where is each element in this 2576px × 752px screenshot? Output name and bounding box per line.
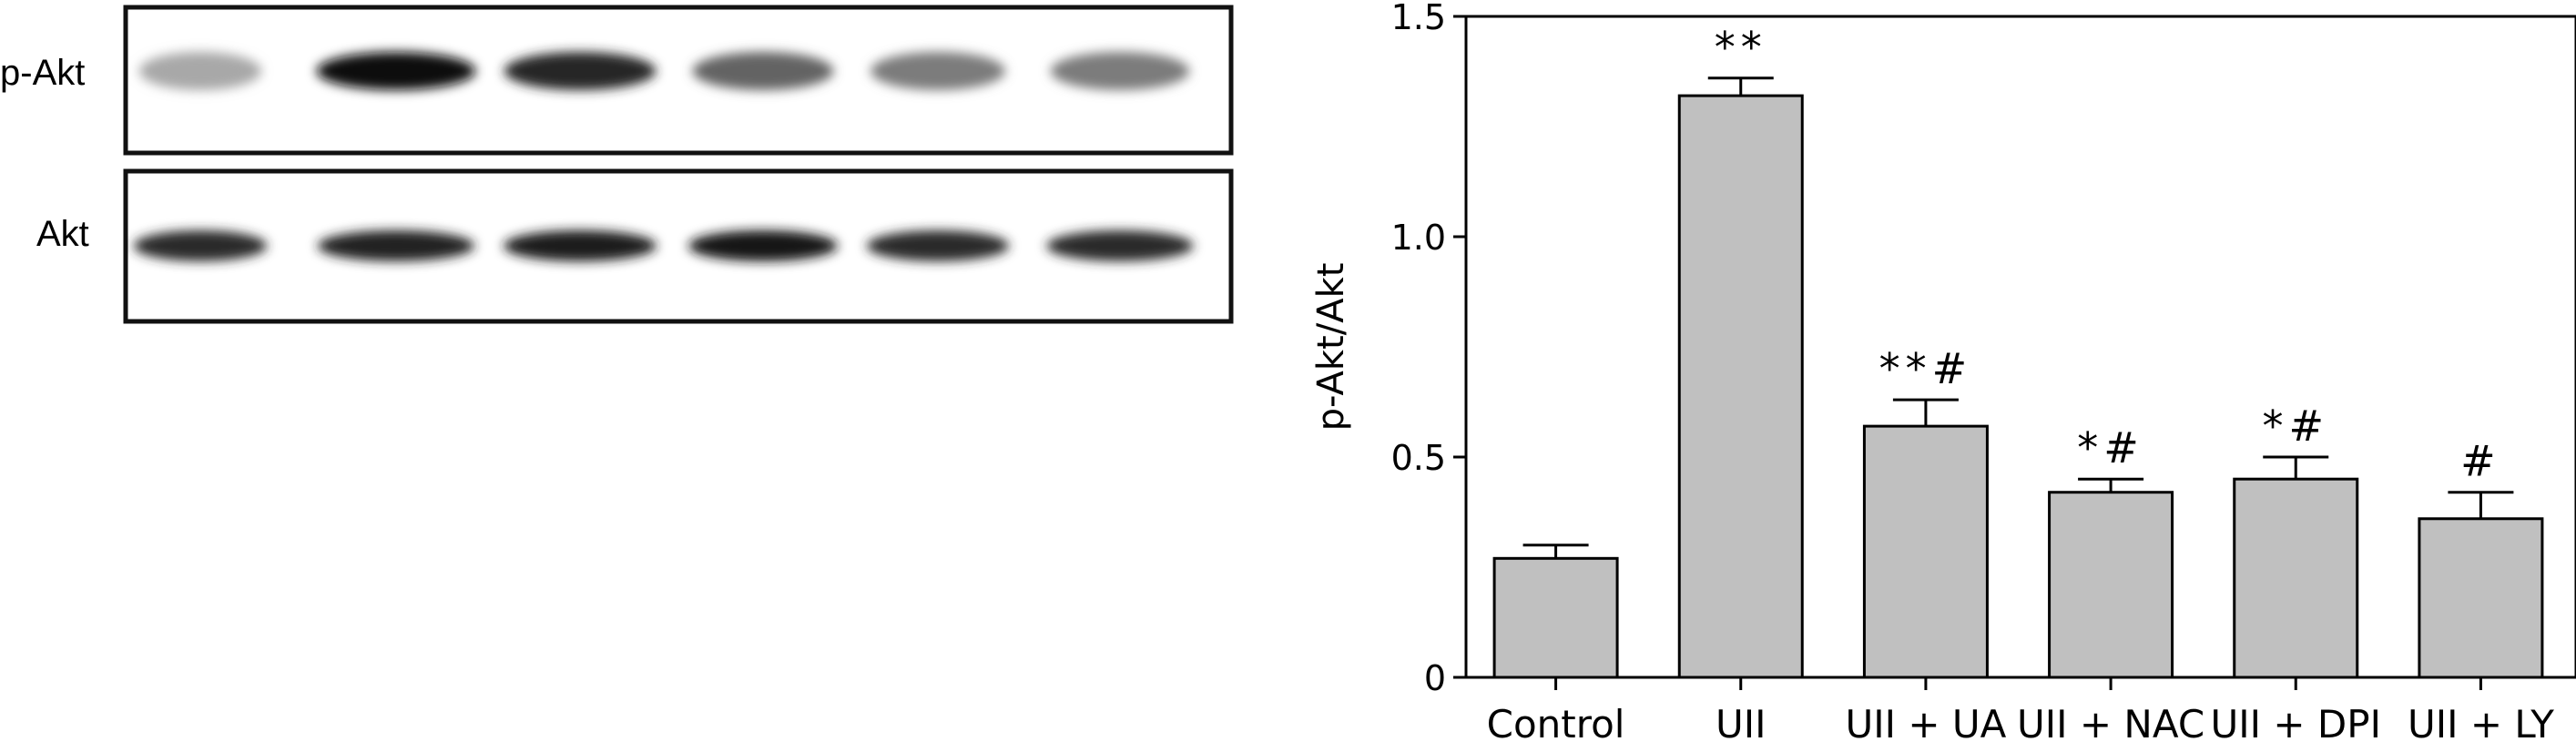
y-tick-label: 1.0 — [1391, 218, 1446, 258]
x-tick-label: UII + UA — [1845, 702, 2006, 747]
plot-frame — [1464, 15, 2576, 679]
y-tick-label: 1.5 — [1391, 0, 1446, 37]
blot-band-akt-lane-1 — [133, 230, 268, 261]
blot-band-akt-lane-3 — [504, 230, 657, 261]
blot-band-p-akt-lane-5 — [871, 52, 1005, 90]
x-tick-label: Control — [1487, 702, 1625, 747]
chart-axes — [1464, 15, 2576, 679]
significance-label: ** — [1715, 23, 1767, 72]
significance-label: # — [2460, 437, 2501, 486]
x-tick-label: UII + LY — [2408, 702, 2554, 747]
blot-band-p-akt-lane-4 — [692, 52, 834, 90]
blot-band-p-akt-lane-3 — [504, 52, 657, 90]
bar — [1677, 94, 1804, 679]
blot-band-p-akt-lane-6 — [1050, 52, 1190, 90]
panel-label-akt: Akt — [36, 214, 89, 254]
significance-label: **# — [1879, 344, 1973, 393]
blot-band-akt-lane-6 — [1046, 230, 1194, 261]
bar — [1862, 424, 1989, 679]
y-tick-label: 0 — [1424, 658, 1446, 698]
x-axis-tick-labels: Control UII UII + UA UII + NAC UII + DPI UII … — [1487, 677, 2554, 747]
bar — [2048, 491, 2174, 679]
x-tick-label: UII + DPI — [2211, 702, 2381, 747]
blot-bands-akt — [133, 230, 1194, 261]
blot-bands-p-akt — [138, 52, 1190, 90]
significance-label: *# — [2077, 423, 2144, 473]
blot-band-p-akt-lane-2 — [316, 52, 476, 90]
bars: ** **# *# *# # — [1492, 23, 2544, 679]
panel-label-p-akt: p-Akt — [0, 53, 85, 93]
y-axis-ticks: 0 0.5 1.0 1.5 — [1391, 0, 1466, 698]
bar — [2233, 477, 2359, 679]
bar — [1492, 556, 1619, 679]
significance-label: *# — [2262, 401, 2329, 451]
blot-frame-p-akt — [123, 5, 1234, 156]
y-axis-label: p-Akt/Akt — [1310, 263, 1352, 432]
x-tick-label: UII — [1716, 702, 1767, 747]
western-blot-figure: p-Akt Akt — [0, 5, 1234, 324]
blot-band-akt-lane-2 — [317, 230, 475, 261]
blot-band-akt-lane-4 — [688, 230, 838, 261]
bar — [2418, 517, 2544, 679]
bar-chart: 0 0.5 1.0 1.5 ** **# *# *# # Control UII UII + UA… — [1310, 0, 2576, 747]
blot-band-akt-lane-5 — [866, 230, 1010, 261]
blot-band-p-akt-lane-1 — [138, 52, 262, 90]
x-tick-label: UII + NAC — [2017, 702, 2204, 747]
y-tick-label: 0.5 — [1391, 438, 1446, 478]
